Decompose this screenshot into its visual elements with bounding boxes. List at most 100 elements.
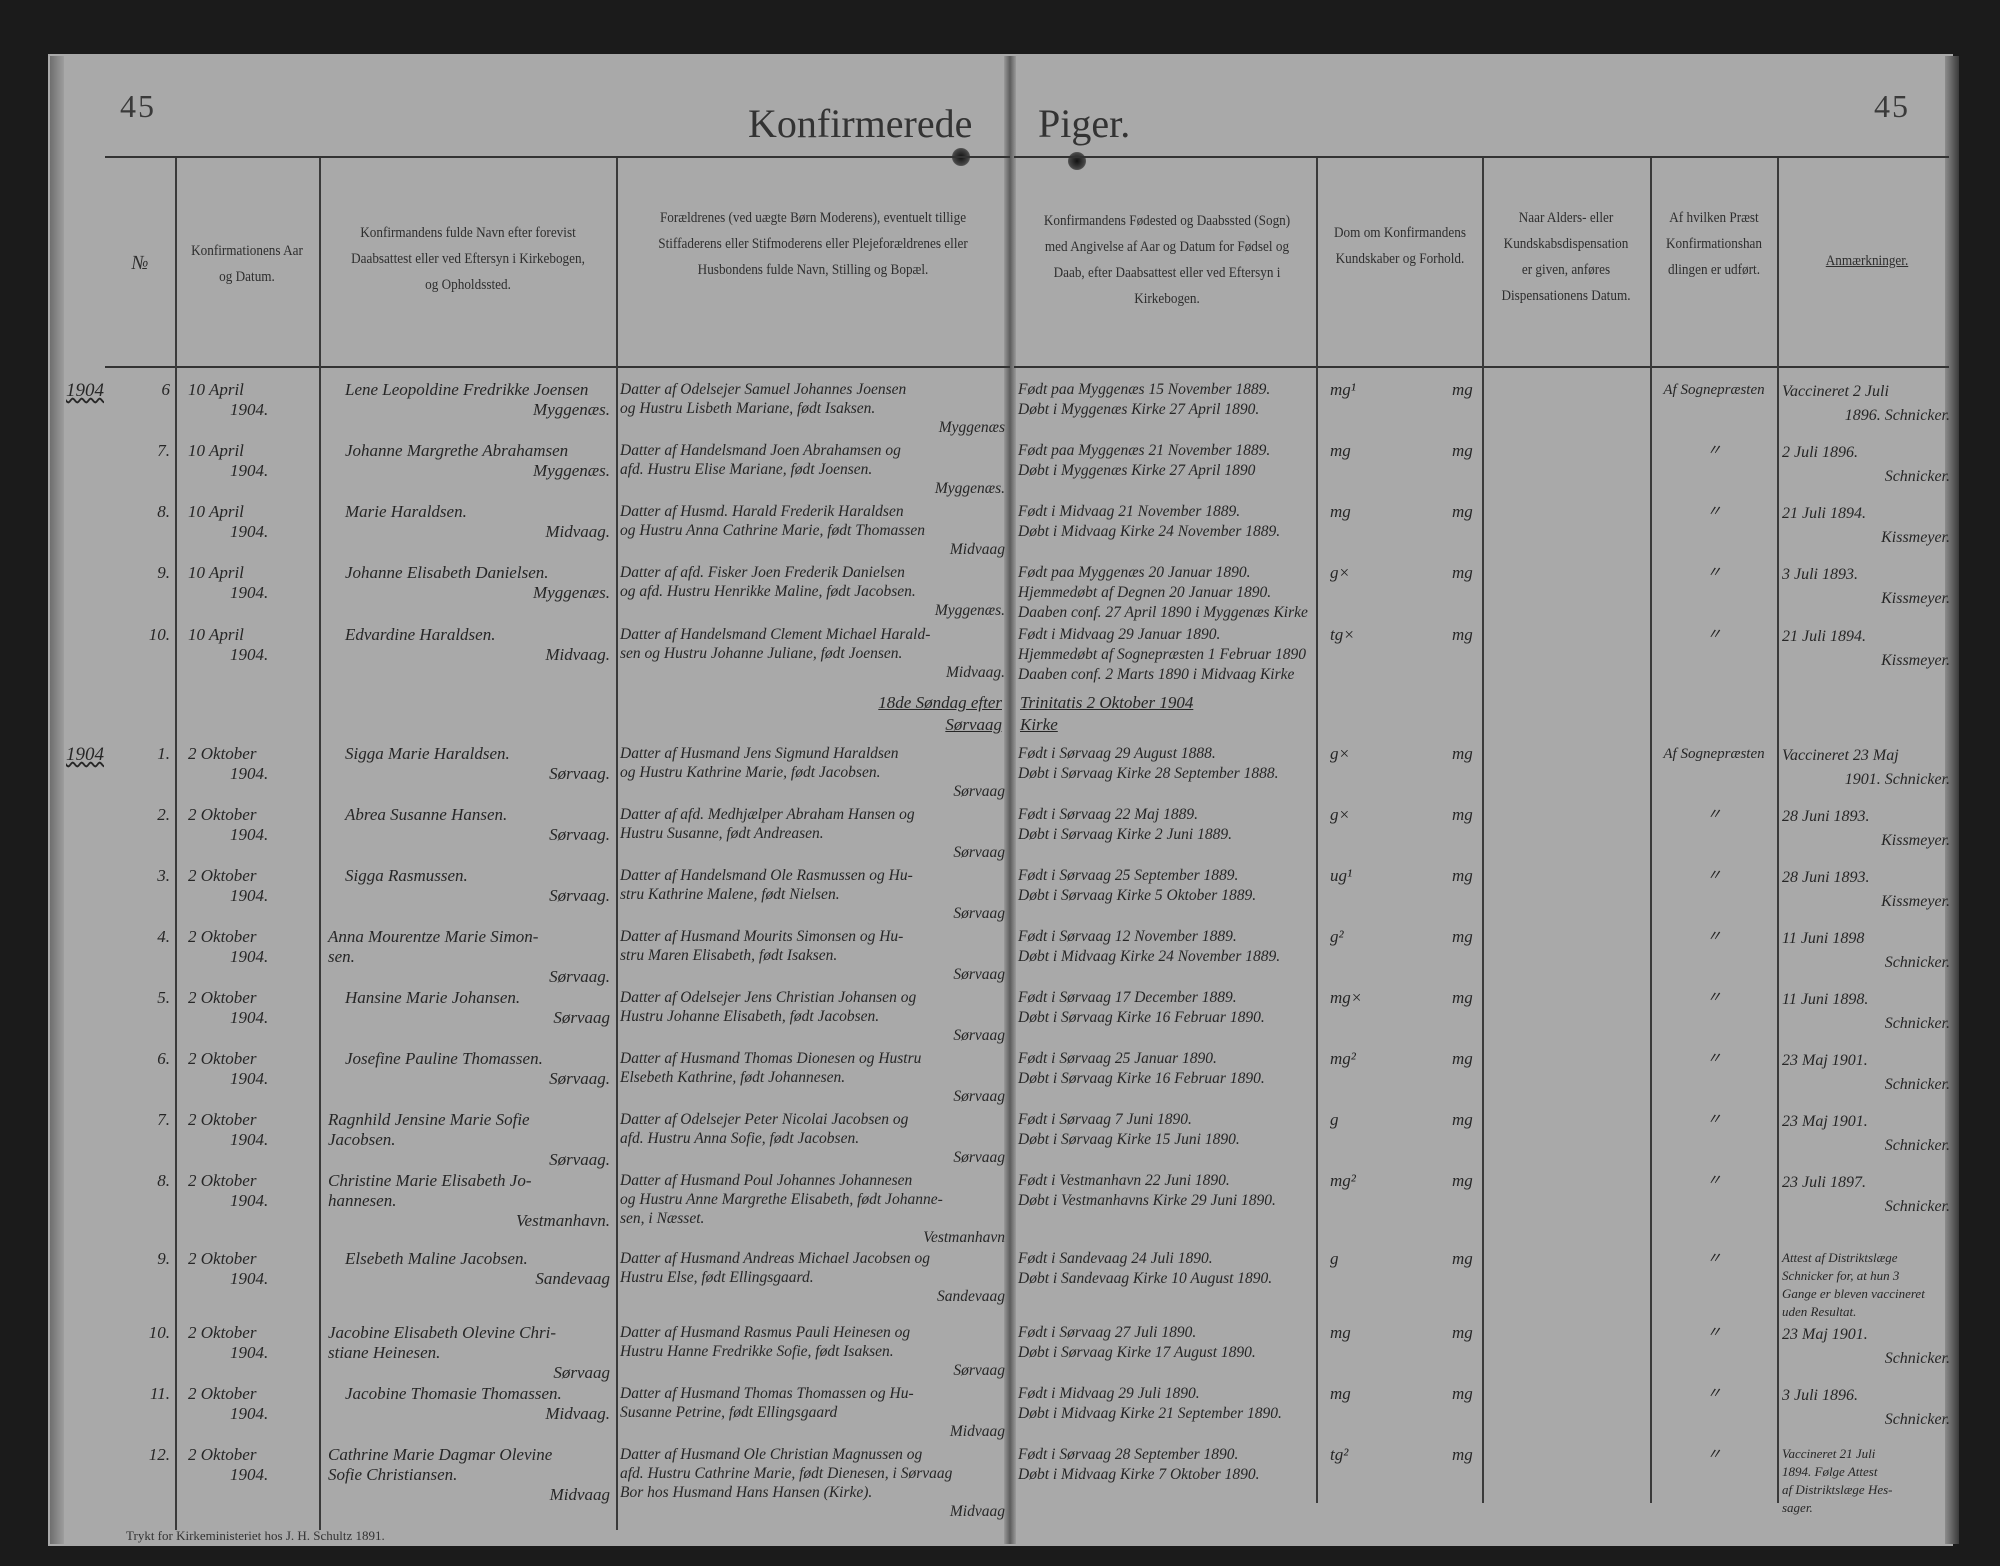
remark-line: Schnicker. [1884,1076,1950,1093]
parents-line: Datter af Handelsmand Ole Rasmussen og H… [620,867,913,884]
remark-line: 28 Juni 1893. [1782,869,1870,886]
knowledge-verdict: g× [1330,563,1350,582]
entry-number: 7. [157,1110,170,1129]
birth-baptism-line: Født i Midvaag 29 Januar 1890. [1018,626,1221,643]
confirmation-date: 1904. [230,764,269,783]
parents-line: Datter af afd. Fisker Joen Frederik Dani… [620,564,905,581]
residence: Sørvaag. [549,886,610,905]
birth-baptism-line: Døbt i Midvaag Kirke 21 September 1890. [1018,1405,1282,1422]
parents-residence: Sørvaag [953,905,1005,922]
column-rule [1650,158,1652,1503]
officiating-priest: 〃 [1706,929,1722,945]
officiating-priest: 〃 [1706,1386,1722,1402]
confirmand-name: Elsebeth Maline Jacobsen. [345,1249,528,1268]
confirmation-date: 1904. [230,1008,269,1027]
knowledge-verdict: mg² [1330,1171,1356,1190]
confirmation-date: 2 Oktober [188,1249,257,1268]
printer-footer: Trykt for Kirkeministeriet hos J. H. Sch… [126,1528,385,1543]
officiating-priest: 〃 [1706,443,1722,459]
parents-line: og Hustru Lisbeth Mariane, født Isaksen. [620,400,876,417]
parents-line: Datter af Odelsejer Samuel Johannes Joen… [620,381,907,398]
parents-line: afd. Hustru Elise Mariane, født Joensen. [620,461,873,478]
birth-baptism-line: Født paa Myggenæs 20 Januar 1890. [1018,564,1251,581]
conduct-verdict: mg [1452,1323,1473,1342]
conduct-verdict: mg [1452,1110,1473,1129]
knowledge-verdict: mg [1330,1323,1351,1342]
knowledge-verdict: mg [1330,502,1351,521]
parents-residence: Sørvaag [953,1088,1005,1105]
remark-line: Vaccineret 21 Juli [1782,1446,1876,1461]
header-verdict: Dom om Konfirmandens Kundskaber og Forho… [1334,225,1466,267]
confirmand-name: Jacobsen. [328,1130,396,1149]
entry-number: 8. [157,502,170,521]
birth-baptism-line: Født i Sørvaag 7 Juni 1890. [1018,1111,1192,1128]
confirmation-date: 1904. [230,1404,269,1423]
birth-baptism-line: Døbt i Sørvaag Kirke 2 Juni 1889. [1018,826,1232,843]
page-title-right: Piger. [1038,101,1131,146]
conduct-verdict: mg [1452,988,1473,1007]
remark-line: 28 Juni 1893. [1782,808,1870,825]
residence: Myggenæs. [533,583,610,602]
officiating-priest: 〃 [1706,1112,1722,1128]
confirmation-date: 1904. [230,886,269,905]
remark-line: 23 Maj 1901. [1782,1326,1868,1343]
birth-baptism-line: Født i Midvaag 21 November 1889. [1018,503,1241,520]
remark-line: Kissmeyer. [1881,529,1950,546]
header-top-rule-left [105,156,1010,158]
conduct-verdict: mg [1452,866,1473,885]
confirmation-date: 10 April [188,625,244,644]
parents-residence: Sørvaag [953,1362,1005,1379]
parents-line: stru Kathrine Malene, født Nielsen. [620,886,840,903]
confirmation-date: 1904. [230,522,269,541]
knowledge-verdict: mg [1330,1384,1351,1403]
confirmand-name: Josefine Pauline Thomassen. [345,1049,543,1068]
confirmation-date: 2 Oktober [188,1049,257,1068]
entry-number: 4. [157,927,170,946]
birth-baptism-line: Født i Sørvaag 27 Juli 1890. [1018,1324,1197,1341]
officiating-priest: 〃 [1706,1325,1722,1341]
conduct-verdict: mg [1452,502,1473,521]
parents-line: Datter af Husmand Andreas Michael Jacobs… [620,1250,930,1267]
entry-number: 6. [157,1049,170,1068]
confirmation-date: 1904. [230,400,269,419]
birth-baptism-line: Hjemmedøbt af Degnen 20 Januar 1890. [1018,584,1272,601]
knowledge-verdict: g× [1330,744,1350,763]
parents-line: Datter af Husmand Rasmus Pauli Heinesen … [620,1324,911,1341]
residence: Sørvaag. [549,825,610,844]
confirmand-name: Jacobine Elisabeth Olevine Chri- [328,1323,557,1342]
remark-line: Vaccineret 23 Maj [1782,747,1899,764]
confirmand-name: Johanne Elisabeth Danielsen. [345,563,549,582]
confirmand-name: Marie Haraldsen. [345,502,467,521]
page-title-left: Konfirmerede [748,101,973,146]
parents-line: Susanne Petrine, født Ellingsgaard [620,1404,838,1421]
section-note-right: Trinitatis 2 Oktober 1904 [1020,693,1194,712]
knowledge-verdict: tg² [1330,1445,1349,1464]
header-parents: Forældrenes (ved uægte Børn Moderens), e… [658,210,968,278]
entry-number: 1. [157,744,170,763]
confirmand-name: Hansine Marie Johansen. [345,988,521,1007]
residence: Sørvaag. [549,1150,610,1169]
remark-line: Schnicker. [1884,954,1950,971]
confirmation-date: 2 Oktober [188,1445,257,1464]
year-marker: 1904 [66,380,104,401]
header-remarks: Anmærkninger. [1825,253,1909,269]
officiating-priest: 〃 [1706,807,1722,823]
confirmation-date: 1904. [230,947,269,966]
remark-line: 1901. Schnicker. [1844,771,1950,788]
parents-residence: Midvaag [949,541,1005,558]
parents-residence: Vestmanhavn [923,1229,1005,1246]
confirmation-date: 2 Oktober [188,1171,257,1190]
confirmation-date: 1904. [230,1343,269,1362]
page-edge-right [1945,56,1959,1544]
column-rule [1482,158,1484,1503]
birth-baptism-line: Hjemmedøbt af Sognepræsten 1 Februar 189… [1018,646,1307,663]
birth-baptism-line: Døbt i Midvaag Kirke 24 November 1889. [1018,523,1281,540]
confirmand-name: Jacobine Thomasie Thomassen. [345,1384,562,1403]
knowledge-verdict: g [1330,1110,1339,1129]
conduct-verdict: mg [1452,563,1473,582]
confirmation-date: 2 Oktober [188,805,257,824]
page-number-right: 45 [1874,88,1910,124]
column-rule [1777,158,1779,1503]
parents-line: Hustru Susanne, født Andreasen. [620,825,824,842]
birth-baptism-line: Født i Sørvaag 22 Maj 1889. [1018,806,1198,823]
